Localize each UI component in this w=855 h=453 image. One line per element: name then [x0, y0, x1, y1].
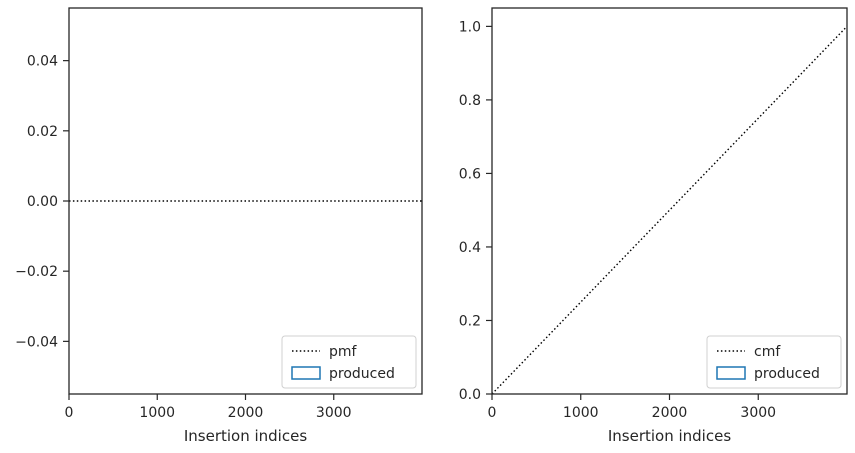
legend: cmf produced [706, 335, 842, 389]
y-tick-label: 0.6 [459, 166, 481, 182]
legend-frame [281, 335, 417, 389]
legend-label: produced [329, 366, 395, 382]
legend-swatch-box [716, 366, 746, 380]
y-tick-label: 1.0 [459, 19, 481, 35]
chart-pmf: 0 1000 2000 3000 −0.04 −0.02 0.00 0.02 0.04 Inser… [15, 7, 423, 445]
x-axis-label: Insertion indices [608, 427, 731, 445]
y-tick-label: 0.00 [27, 194, 58, 210]
legend-label: cmf [754, 344, 781, 360]
chart-cmf: 0 1000 2000 3000 0.0 0.2 0.4 0.6 0.8 1.0 Insertion… [459, 7, 848, 445]
legend-frame [706, 335, 842, 389]
y-tick-label: 0.04 [27, 54, 58, 70]
y-tick-label: 0.8 [459, 93, 481, 109]
y-tick-label: 0.02 [27, 124, 58, 140]
x-tick-label: 1000 [563, 405, 599, 421]
y-tick-label: 0.0 [459, 387, 481, 403]
x-tick-label: 0 [488, 405, 497, 421]
y-tick-label: −0.02 [15, 264, 58, 280]
x-tick-label: 1000 [139, 405, 175, 421]
y-tick-label: 0.4 [459, 240, 481, 256]
series-line-cmf [491, 25, 848, 395]
legend-label: produced [754, 366, 820, 382]
legend: pmf produced [281, 335, 417, 389]
x-tick-label: 3000 [740, 405, 776, 421]
x-tick-label: 3000 [316, 405, 352, 421]
legend-label: pmf [329, 344, 358, 360]
x-tick-label: 2000 [652, 405, 688, 421]
legend-swatch-box [291, 366, 321, 380]
x-tick-label: 0 [65, 405, 74, 421]
x-tick-label: 2000 [228, 405, 264, 421]
x-axis-label: Insertion indices [184, 427, 307, 445]
y-tick-label: 0.2 [459, 313, 481, 329]
y-tick-label: −0.04 [15, 334, 58, 350]
